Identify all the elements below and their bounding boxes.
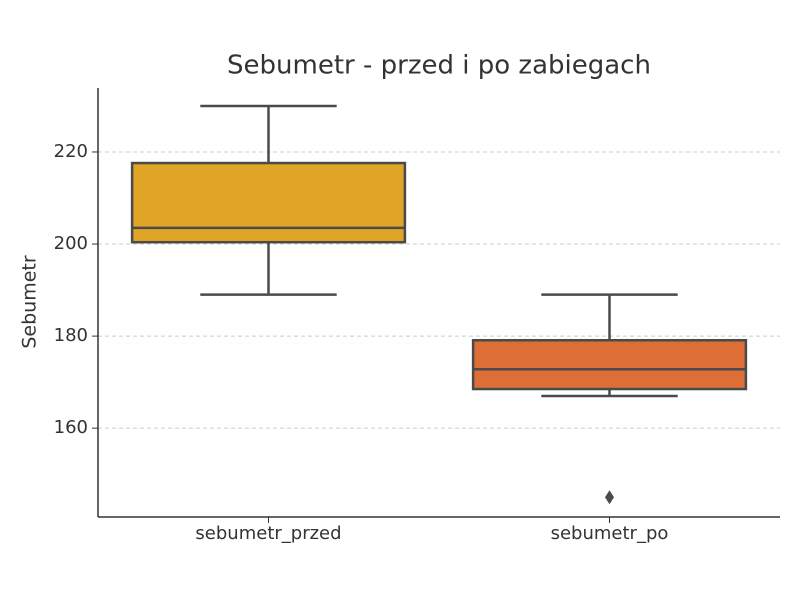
- x-tick-label: sebumetr_przed: [195, 523, 341, 544]
- y-tick-label: 200: [54, 233, 88, 254]
- y-tick-label: 180: [54, 325, 88, 346]
- chart-title: Sebumetr - przed i po zabiegach: [227, 51, 651, 81]
- box: [130, 161, 407, 244]
- x-tick-label: sebumetr_po: [551, 523, 669, 544]
- y-tick-label: 160: [54, 417, 88, 438]
- outlier: [605, 490, 614, 505]
- y-axis-label: Sebumetr: [19, 255, 41, 349]
- y-tick-label: 220: [54, 141, 88, 162]
- box: [471, 338, 748, 391]
